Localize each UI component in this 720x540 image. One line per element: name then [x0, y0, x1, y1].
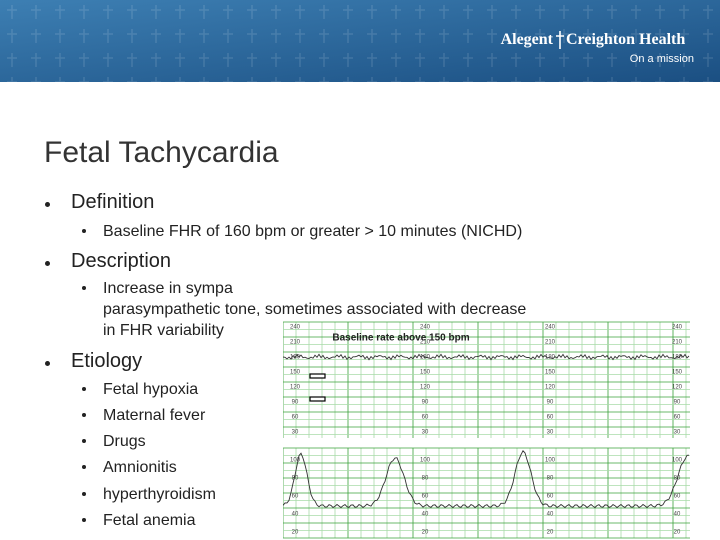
scale-label: 100	[290, 458, 301, 464]
scale-label: 30	[547, 430, 554, 436]
sub-bullet: in FHR variability	[103, 322, 224, 339]
scale-label: 90	[674, 400, 681, 406]
bullet: Etiology	[71, 350, 143, 372]
scale-label: 30	[674, 430, 681, 436]
sub-bullet: Fetal anemia	[103, 512, 196, 529]
scale-label: 60	[422, 415, 429, 421]
scale-label: 60	[292, 415, 299, 421]
scale-label: 120	[290, 385, 301, 391]
scale-label: 150	[290, 370, 301, 376]
bullet-marker	[45, 202, 50, 207]
bullet-marker	[82, 518, 86, 522]
strip-marker	[309, 373, 326, 379]
sub-bullet: hyperthyroidism	[103, 486, 216, 503]
scale-label: 90	[422, 400, 429, 406]
scale-label: 60	[422, 494, 429, 500]
scale-label: 120	[420, 385, 431, 391]
scale-label: 80	[547, 476, 554, 482]
scale-label: 20	[547, 530, 554, 536]
scale-label: 240	[420, 325, 431, 331]
fetal-monitor-strip: 2402101801501209060301008060402024021018…	[283, 320, 690, 540]
sub-bullet: Amnionitis	[103, 459, 177, 476]
brand: Creighton Health	[566, 31, 685, 48]
bullet: Description	[71, 250, 172, 272]
scale-label: 40	[674, 512, 681, 518]
scale-label: 210	[420, 340, 431, 346]
sub-bullet: Maternal fever	[103, 407, 206, 424]
scale-label: 60	[674, 415, 681, 421]
bullet-marker	[82, 229, 86, 233]
fhr-trace	[283, 353, 690, 361]
bullet-marker	[82, 387, 86, 391]
sub-bullet: Fetal hypoxia	[103, 381, 199, 398]
scale-label: 40	[422, 512, 429, 518]
scale-label: 100	[545, 458, 556, 464]
bullet-marker	[45, 361, 50, 366]
scale-label: 80	[292, 476, 299, 482]
scale-label: 60	[292, 494, 299, 500]
scale-label: 80	[422, 476, 429, 482]
scale-label: 210	[545, 340, 556, 346]
scale-label: 90	[292, 400, 299, 406]
scale-label: 60	[547, 415, 554, 421]
bullet-marker	[82, 465, 86, 469]
uc-trace	[283, 450, 690, 509]
tagline: On a mission	[630, 53, 694, 65]
slide-title: Fetal Tachycardia	[44, 136, 279, 169]
scale-label: 20	[674, 530, 681, 536]
scale-label: 100	[420, 458, 431, 464]
scale-label: 40	[292, 512, 299, 518]
sub-bullet: Drugs	[103, 433, 146, 450]
scale-label: 60	[547, 494, 554, 500]
strip-bg	[283, 320, 690, 540]
brand-cross	[556, 31, 564, 49]
scale-label: 90	[547, 400, 554, 406]
scale-label: 210	[672, 340, 683, 346]
header-banner: Alegent Creighton Health On a mission	[0, 0, 720, 82]
scale-label: 60	[674, 494, 681, 500]
scale-label: 150	[420, 370, 431, 376]
sub-bullet: Baseline FHR of 160 bpm or greater > 10 …	[103, 223, 523, 240]
scale-label: 240	[672, 325, 683, 331]
scale-label: 150	[545, 370, 556, 376]
scale-label: 210	[290, 340, 301, 346]
scale-label: 20	[422, 530, 429, 536]
scale-label: 30	[422, 430, 429, 436]
scale-label: 30	[292, 430, 299, 436]
sub-bullet: parasympathetic tone, sometimes associat…	[103, 301, 527, 318]
scale-label: 150	[672, 370, 683, 376]
scale-label: 120	[545, 385, 556, 391]
strip-caption: Baseline rate above 150 bpm	[332, 333, 469, 344]
scale-label: 40	[547, 512, 554, 518]
strip-marker	[309, 396, 326, 402]
brand: Alegent	[501, 31, 554, 48]
bullet: Definition	[71, 191, 155, 213]
bullet-marker	[82, 439, 86, 443]
bullet-marker	[82, 286, 86, 290]
bullet-marker	[82, 413, 86, 417]
bullet-marker	[82, 492, 86, 496]
scale-label: 100	[672, 458, 683, 464]
scale-label: 180	[672, 355, 683, 361]
sub-bullet: Increase in sympa	[103, 280, 233, 297]
scale-label: 120	[672, 385, 683, 391]
bullet-marker	[45, 261, 50, 266]
scale-label: 240	[545, 325, 556, 331]
scale-label: 20	[292, 530, 299, 536]
scale-label: 240	[290, 325, 301, 331]
